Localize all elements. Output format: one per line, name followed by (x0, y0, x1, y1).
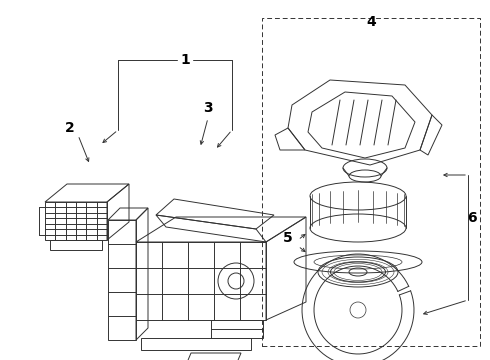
Text: 3: 3 (203, 101, 213, 115)
Text: 2: 2 (65, 121, 75, 135)
Text: 4: 4 (366, 15, 376, 29)
Text: 5: 5 (283, 231, 293, 245)
Bar (262, 18, 480, 346)
Text: 6: 6 (467, 211, 477, 225)
Text: 1: 1 (180, 53, 190, 67)
